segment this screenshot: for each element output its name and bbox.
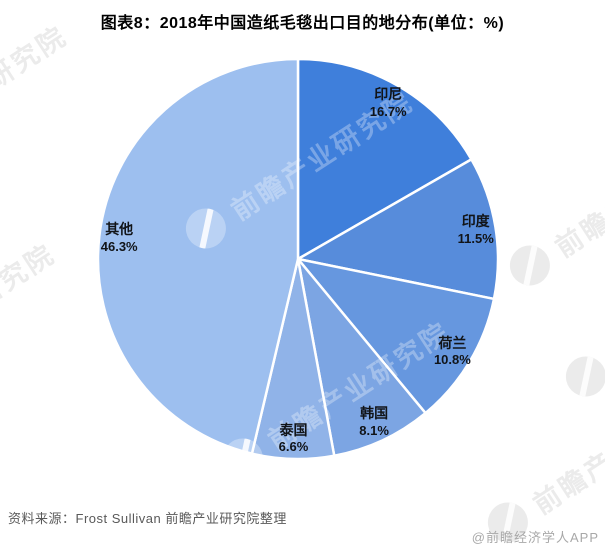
pie-slice-netherlands	[296, 257, 496, 415]
pie-slice-india	[296, 158, 500, 301]
chart-title: 图表8：2018年中国造纸毛毯出口目的地分布(单位：%)	[100, 15, 505, 32]
source-note: 资料来源：Frost Sullivan 前瞻产业研究院整理	[8, 511, 287, 526]
pie-slice-south-korea	[296, 257, 427, 457]
pie-slice-others	[96, 57, 300, 455]
pie-slice-indonesia	[296, 57, 473, 261]
credit-note: @前瞻经济学人APP	[471, 530, 599, 545]
